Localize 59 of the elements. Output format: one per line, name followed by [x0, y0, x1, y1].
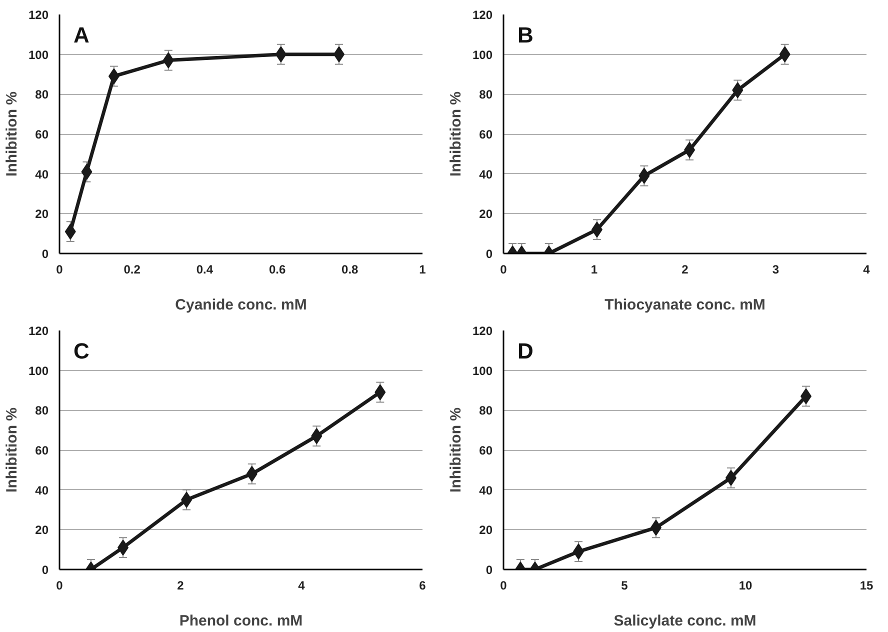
y-tick-label: 80	[35, 404, 49, 418]
x-tick-label: 0.6	[268, 262, 286, 276]
y-tick-label: 20	[479, 523, 493, 538]
annotation: B	[518, 22, 534, 48]
y-tick-label: 80	[479, 404, 493, 418]
x-axis-title: Phenol conc. mM	[179, 612, 303, 630]
y-tick-label: 0	[42, 247, 49, 261]
x-tick-label: 4	[863, 262, 870, 276]
y-tick-label: 120	[472, 8, 493, 22]
y-tick-label: 100	[28, 364, 49, 378]
x-axis-title: Thiocyanate conc. mM	[604, 296, 766, 314]
x-tick-label: 10	[738, 578, 752, 592]
x-tick-label: 0	[56, 262, 64, 276]
y-tick-label: 120	[28, 8, 49, 22]
x-tick-label: 0.8	[342, 262, 359, 276]
y-axis-title: Inhibition %	[3, 92, 20, 176]
x-tick-label: 1	[419, 262, 426, 276]
y-axis-title: Inhibition %	[447, 408, 464, 492]
y-tick-label: 20	[35, 207, 49, 222]
y-tick-label: 120	[28, 324, 49, 338]
x-tick-label: 2	[177, 578, 184, 592]
x-tick-label: 0	[56, 578, 64, 592]
y-tick-label: 60	[479, 444, 493, 458]
y-tick-label: 40	[479, 483, 493, 498]
y-tick-label: 20	[35, 523, 49, 538]
annotation: A	[74, 22, 90, 48]
x-axis-title: Cyanide conc. mM	[175, 296, 307, 314]
annotation: D	[518, 338, 534, 364]
y-tick-label: 0	[486, 247, 493, 261]
y-tick-label: 100	[28, 48, 49, 62]
y-tick-label: 40	[479, 167, 493, 182]
y-axis-title: Inhibition %	[3, 408, 20, 492]
x-tick-label: 3	[772, 262, 780, 276]
y-tick-label: 60	[35, 444, 49, 458]
y-tick-label: 40	[35, 167, 49, 182]
x-tick-label: 0	[500, 578, 508, 592]
annotation: C	[74, 338, 90, 364]
y-tick-label: 80	[35, 88, 49, 102]
x-tick-label: 0	[500, 262, 508, 276]
y-tick-label: 40	[35, 483, 49, 498]
y-tick-label: 120	[472, 324, 493, 338]
x-tick-label: 5	[621, 578, 628, 592]
y-tick-label: 0	[42, 563, 49, 577]
x-tick-label: 0.2	[124, 262, 141, 276]
x-tick-label: 2	[682, 262, 689, 276]
y-tick-label: 60	[35, 128, 49, 142]
x-tick-label: 15	[860, 578, 874, 592]
y-axis-title: Inhibition %	[447, 92, 464, 176]
y-tick-label: 100	[472, 48, 493, 62]
y-tick-label: 80	[479, 88, 493, 102]
y-tick-label: 0	[486, 563, 493, 577]
x-axis-title: Salicylate conc. mM	[614, 612, 756, 630]
y-tick-label: 100	[472, 364, 493, 378]
y-tick-label: 20	[479, 207, 493, 222]
x-tick-label: 0.4	[196, 262, 214, 276]
x-tick-label: 1	[590, 262, 598, 276]
x-tick-label: 6	[419, 578, 426, 592]
x-tick-label: 4	[298, 578, 306, 592]
y-tick-label: 60	[479, 128, 493, 142]
